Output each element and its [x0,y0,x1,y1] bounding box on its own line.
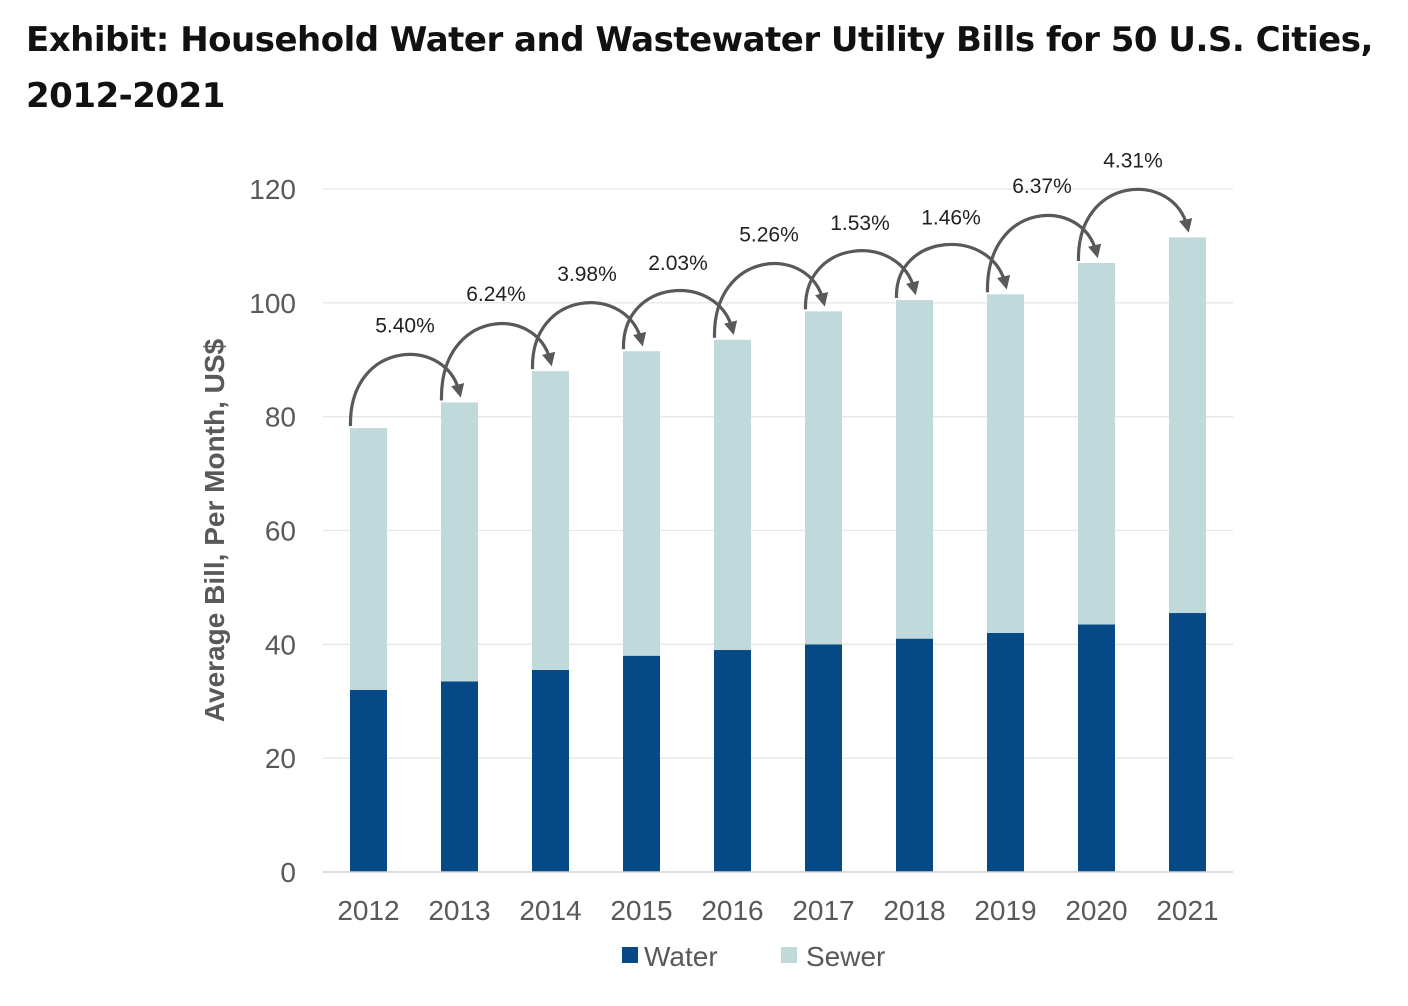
bar-sewer-2012 [350,428,387,690]
growth-label: 6.37% [1012,175,1072,198]
x-tick-label: 2016 [701,895,763,926]
growth-annotations: 5.40% 6.24% 3.98% 2.03% 5.26% 1.53% 1.46% 6.37%… [348,149,1193,427]
growth-label: 1.53% [830,212,890,235]
bar-water-2015 [623,655,660,872]
legend-label-water: Water [644,941,718,972]
growth-label: 6.24% [466,283,526,306]
bar-sewer-2015 [623,351,660,656]
x-tick-label: 2014 [519,895,581,926]
y-tick-label: 0 [280,857,296,888]
bar-sewer-2016 [714,339,751,651]
x-tick-label: 2015 [610,895,672,926]
legend: Water Sewer [622,941,885,972]
growth-arrow [894,242,1011,299]
axes: 0 20 40 60 80 100 120 Average Bill, Per Month, … [199,174,1233,926]
x-tick-label: 2019 [974,895,1036,926]
bar-sewer-2020 [1078,262,1115,625]
x-tick-label: 2020 [1065,895,1127,926]
growth-arrow [439,321,556,401]
y-tick-label: 20 [265,743,296,774]
bar-sewer-2019 [987,294,1024,633]
bar-water-2020 [1078,624,1115,872]
bar-sewer-2018 [896,299,933,639]
y-tick-label: 40 [265,629,296,660]
page-title: Exhibit: Household Water and Wastewater … [26,20,1373,116]
bar-water-2017 [805,644,842,872]
bar-water-2012 [350,689,387,872]
bar-water-2013 [441,681,478,872]
bar-sewer-2017 [805,311,842,645]
bars [350,237,1206,872]
y-tick-label: 100 [249,288,296,319]
x-tick-label: 2013 [428,895,490,926]
y-tick-label: 60 [265,516,296,547]
y-tick-label: 80 [265,402,296,433]
y-axis-title: Average Bill, Per Month, US$ [199,338,230,722]
x-tick-label: 2021 [1156,895,1218,926]
bar-sewer-2013 [441,402,478,682]
growth-arrow [530,301,647,370]
legend-label-sewer: Sewer [806,941,885,972]
x-tick-label: 2017 [792,895,854,926]
bar-water-2016 [714,650,751,872]
growth-label: 4.31% [1103,149,1163,172]
y-tick-label: 120 [249,174,296,205]
growth-label: 3.98% [557,263,617,286]
bar-sewer-2021 [1169,237,1206,614]
growth-arrow [1076,187,1193,262]
bar-water-2014 [532,669,569,872]
growth-arrow [985,213,1102,293]
bar-water-2019 [987,632,1024,872]
growth-arrow [803,249,920,310]
growth-arrow [712,261,829,338]
growth-label: 1.46% [921,206,981,229]
x-tick-label: 2018 [883,895,945,926]
bar-sewer-2014 [532,371,569,670]
growth-label: 2.03% [648,252,708,275]
x-tick-label: 2012 [337,895,399,926]
growth-label: 5.26% [739,223,799,246]
bar-water-2021 [1169,613,1206,872]
bar-water-2018 [896,638,933,872]
legend-swatch-water [622,947,638,963]
growth-label: 5.40% [375,314,435,337]
growth-arrow [621,288,738,350]
legend-swatch-sewer [781,947,797,963]
growth-arrow [348,352,465,427]
